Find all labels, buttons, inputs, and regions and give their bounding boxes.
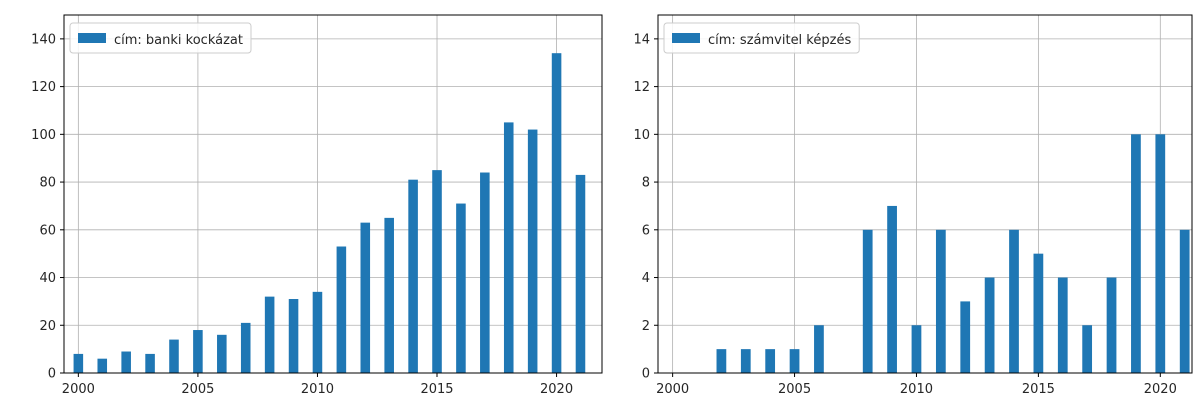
x-tick-label: 2020 [540, 382, 573, 397]
x-tick-label: 2000 [62, 382, 95, 397]
bar [1009, 229, 1019, 373]
axes-frame [63, 14, 603, 374]
bar [575, 174, 586, 373]
y-tick-label: 20 [39, 319, 56, 334]
legend-box [663, 22, 860, 54]
y-tick-label: 0 [48, 367, 56, 382]
bar [169, 339, 179, 373]
bar [264, 296, 275, 373]
y-tick-label: 140 [31, 32, 56, 47]
bar [1082, 325, 1093, 373]
bar [217, 334, 227, 373]
bar [716, 349, 727, 373]
bar [193, 330, 203, 373]
bar [1033, 253, 1044, 373]
bar [1179, 229, 1190, 373]
bar [887, 205, 897, 373]
y-tick-label: 0 [642, 367, 650, 382]
y-tick-label: 10 [633, 128, 650, 143]
bar [814, 325, 824, 373]
bar [740, 349, 751, 373]
legend-box [69, 22, 252, 54]
bar [935, 229, 946, 373]
bar [789, 349, 800, 373]
bar [862, 229, 873, 373]
x-tick-label: 2010 [301, 382, 334, 397]
bar [1106, 277, 1117, 373]
y-tick-label: 60 [39, 223, 56, 238]
bar [121, 351, 131, 373]
bar [1131, 134, 1141, 373]
legend-label: cím: banki kockázat [114, 33, 243, 48]
legend-swatch [78, 33, 106, 43]
y-tick-label: 6 [642, 223, 650, 238]
bar [1155, 134, 1166, 373]
x-tick-label: 2015 [1022, 382, 1055, 397]
legend-label: cím: számvitel képzés [708, 33, 851, 48]
bar [97, 358, 108, 373]
y-tick-label: 4 [642, 271, 650, 286]
y-tick-label: 12 [633, 80, 650, 95]
bar [984, 277, 995, 373]
y-tick-label: 80 [39, 176, 56, 191]
bar [360, 222, 371, 373]
y-tick-label: 120 [31, 80, 56, 95]
y-tick-label: 8 [642, 176, 650, 191]
bar [312, 291, 323, 373]
bar [145, 353, 155, 373]
x-tick-label: 2020 [1144, 382, 1177, 397]
x-tick-label: 2005 [778, 382, 811, 397]
y-tick-label: 14 [633, 32, 650, 47]
x-tick-label: 2005 [181, 382, 214, 397]
bar [960, 301, 971, 373]
bar [551, 53, 562, 373]
bar [480, 172, 490, 373]
bar [73, 353, 84, 373]
bar [336, 246, 347, 373]
bar [288, 299, 299, 373]
bar [911, 325, 922, 373]
y-tick-label: 100 [31, 128, 56, 143]
bar [432, 170, 442, 373]
bar [1057, 277, 1068, 373]
bar [765, 349, 776, 373]
x-tick-label: 2015 [420, 382, 453, 397]
x-tick-label: 2010 [900, 382, 933, 397]
chart-panel-1: 2000 2005 2010 2015 2020 0 20 40 60 80 100 120 140 cí… [31, 14, 603, 397]
legend-swatch [672, 33, 700, 43]
bar [456, 203, 466, 373]
bar [527, 129, 538, 373]
chart-panel-2: 2000 2005 2010 2015 2020 0 2 4 6 8 10 12 14 cím: szám… [633, 14, 1193, 397]
bar [408, 179, 418, 373]
bar [384, 217, 394, 373]
x-tick-label: 2000 [656, 382, 689, 397]
y-tick-label: 40 [39, 271, 56, 286]
bar [240, 322, 251, 373]
bar [503, 122, 514, 374]
y-tick-label: 2 [642, 319, 650, 334]
axes-frame [657, 14, 1193, 374]
